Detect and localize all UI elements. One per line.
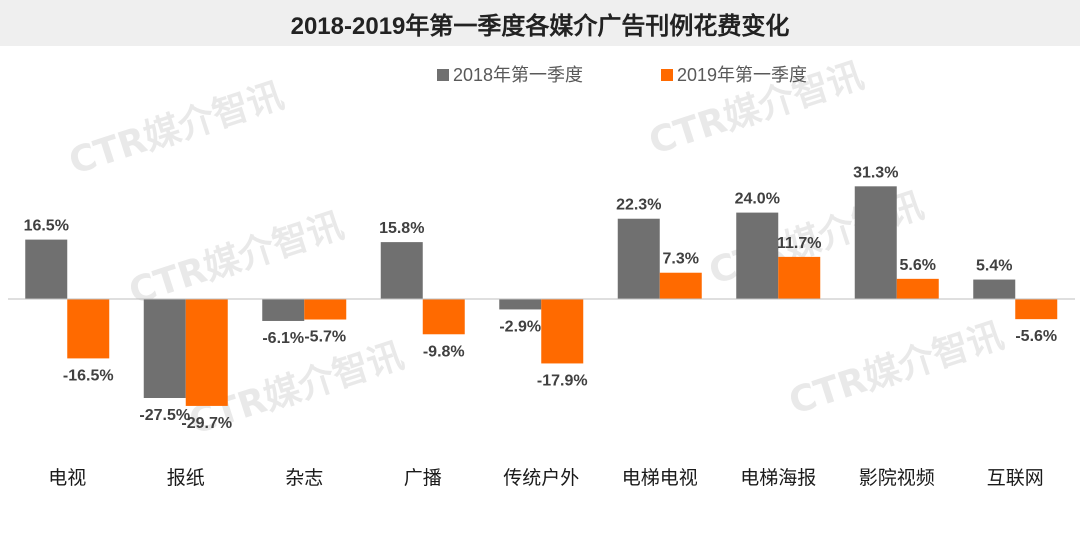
bar bbox=[185, 299, 228, 406]
watermark-text: CTR媒介智讯 bbox=[124, 205, 348, 313]
bar bbox=[499, 299, 542, 310]
legend-label: 2019年第一季度 bbox=[677, 65, 807, 85]
legend-label: 2018年第一季度 bbox=[453, 65, 583, 85]
category-label: 杂志 bbox=[285, 467, 323, 489]
chart-title: 2018-2019年第一季度各媒介广告刊例花费变化 bbox=[290, 12, 790, 40]
legend: 2018年第一季度 2019年第一季度 bbox=[437, 65, 807, 85]
legend-swatch bbox=[437, 69, 449, 81]
value-label: -5.7% bbox=[304, 329, 346, 346]
bars-layer bbox=[25, 186, 1058, 406]
value-label: 31.3% bbox=[853, 164, 898, 181]
bar bbox=[1015, 299, 1058, 320]
value-label: -16.5% bbox=[63, 367, 114, 384]
value-label: 5.4% bbox=[976, 258, 1012, 275]
category-label: 电梯电视 bbox=[622, 467, 698, 489]
bar bbox=[304, 299, 347, 320]
value-label: -2.9% bbox=[499, 318, 541, 335]
category-label: 电视 bbox=[48, 467, 86, 489]
bar bbox=[380, 242, 423, 299]
category-label: 传统户外 bbox=[503, 467, 579, 489]
category-label: 广播 bbox=[404, 467, 442, 489]
value-label: 7.3% bbox=[663, 251, 699, 268]
category-labels-layer: 电视 报纸 杂志 广播 传统户外 电梯电视 电梯海报 影院视频 互联网 bbox=[48, 467, 1044, 489]
bar bbox=[67, 299, 110, 359]
value-label: -6.1% bbox=[262, 330, 304, 347]
category-label: 互联网 bbox=[987, 467, 1044, 489]
bar bbox=[659, 272, 702, 299]
legend-swatch bbox=[661, 69, 673, 81]
bar bbox=[854, 186, 897, 299]
bar bbox=[617, 218, 660, 299]
bar bbox=[736, 212, 779, 299]
value-label: -5.6% bbox=[1015, 328, 1057, 345]
bar bbox=[973, 279, 1016, 299]
value-label: 11.7% bbox=[777, 235, 821, 252]
watermark-text: CTR媒介智讯 bbox=[64, 75, 288, 183]
value-label: -29.7% bbox=[181, 415, 232, 432]
category-label: 电梯海报 bbox=[740, 467, 816, 489]
title-bar: 2018-2019年第一季度各媒介广告刊例花费变化 bbox=[0, 0, 1080, 46]
category-label: 报纸 bbox=[167, 467, 205, 489]
value-label: -9.8% bbox=[423, 343, 465, 360]
value-labels-layer: 16.5% -16.5% -27.5%-29.7% -6.1% -5.7% 15.8% -9… bbox=[24, 164, 1058, 432]
value-label: 22.3% bbox=[616, 197, 661, 214]
value-label: 16.5% bbox=[24, 218, 69, 235]
bar bbox=[262, 299, 305, 321]
bar bbox=[25, 239, 68, 299]
value-label: 15.8% bbox=[379, 220, 424, 237]
watermark-text: CTR媒介智讯 bbox=[784, 315, 1008, 423]
category-label: 影院视频 bbox=[859, 467, 935, 489]
value-label: -17.9% bbox=[537, 372, 588, 389]
bar bbox=[896, 278, 939, 299]
value-label: 24.0% bbox=[735, 191, 780, 208]
value-label: -27.5% bbox=[139, 407, 190, 424]
value-label: 5.6% bbox=[900, 257, 936, 274]
bar bbox=[541, 299, 584, 364]
bar bbox=[422, 299, 465, 335]
bar bbox=[778, 256, 821, 299]
bar bbox=[143, 299, 186, 398]
